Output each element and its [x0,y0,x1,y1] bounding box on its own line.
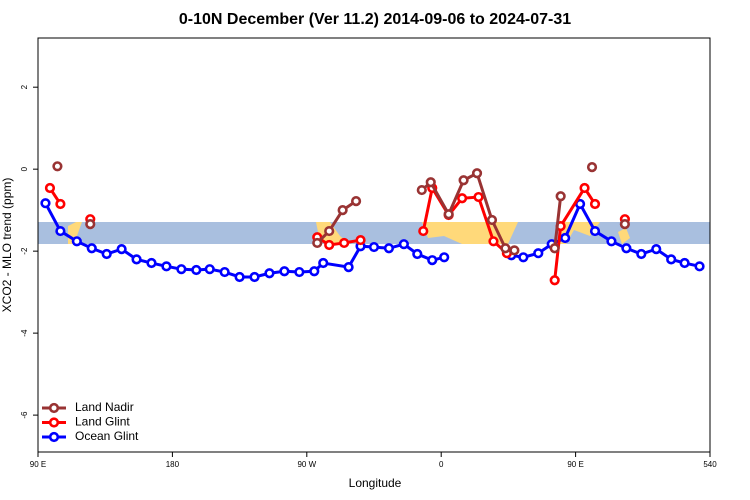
data-point [579,182,590,194]
data-point [666,254,677,265]
data-point [458,175,469,186]
data-point [427,255,438,266]
data-point [309,266,320,277]
data-point [44,182,56,194]
data-point [355,234,366,246]
data-point [343,262,354,273]
data-point [339,237,350,249]
data-point [398,239,409,250]
data-point [146,257,157,269]
data-point [219,266,230,278]
data-point [418,225,429,237]
data-point [488,236,499,247]
legend-label: Land Glint [75,415,130,429]
data-point [176,264,187,275]
data-point [651,243,662,255]
data-point [586,162,598,173]
legend-label: Ocean Glint [75,429,139,443]
x-tick-label: 90 E [567,460,583,469]
data-point [636,248,647,260]
data-point [234,271,245,283]
data-point [191,264,202,276]
data-point [249,271,260,283]
y-tick-label: -6 [20,411,29,419]
data-point [500,243,511,254]
data-point [368,241,380,253]
data-point [549,243,560,254]
data-point [518,252,529,263]
data-point [555,191,566,202]
data-point [324,239,335,251]
data-point [55,225,66,237]
data-point [679,257,690,269]
data-point [606,236,617,247]
data-point [443,209,454,220]
data-point [86,243,97,254]
legend-marker [48,431,60,443]
y-axis-label: XCO2 - MLO trend (ppm) [0,178,14,313]
data-point [131,254,142,265]
data-point [161,261,172,272]
data-point [85,218,96,230]
data-point [457,193,468,204]
legend-entry: Land Glint [42,415,130,429]
data-point [560,232,571,244]
legend-marker [48,402,60,414]
data-point [312,237,323,249]
y-tick-label: 2 [20,84,29,89]
data-point [318,257,329,269]
data-point [589,225,601,237]
data-point [694,261,705,272]
y-tick-label: 0 [20,166,29,171]
data-point [337,205,348,216]
data-point [40,198,51,209]
y-tick-label: -2 [20,247,29,255]
data-point [549,275,560,286]
chart-title: 0-10N December (Ver 11.2) 2014-09-06 to … [179,11,571,28]
data-point [509,245,520,256]
data-point [416,184,427,196]
data-point [264,268,275,279]
x-tick-label: 0 [439,460,444,469]
data-point [52,161,63,172]
data-point [486,214,498,226]
data-point [621,243,632,254]
legend-entry: Land Nadir [42,400,134,414]
land-shape [618,228,630,244]
data-point [439,252,450,263]
data-point [471,168,483,179]
data-point [383,243,395,254]
legend-label: Land Nadir [75,400,134,414]
data-point [55,198,66,210]
x-tick-label: 540 [703,460,717,469]
x-tick-label: 90 E [30,460,46,469]
legend-marker [48,417,60,428]
x-axis-label: Longitude [349,476,402,490]
data-point [71,236,82,247]
data-point [101,248,112,260]
data-point [412,248,423,260]
x-tick-label: 90 W [297,460,316,469]
data-point [324,225,335,237]
legend-entry: Ocean Glint [42,429,139,443]
data-point [533,248,544,259]
data-point [279,266,290,277]
ocean-band [38,222,710,244]
data-point [619,218,630,230]
data-point [555,221,566,232]
data-point [589,198,601,210]
plot-frame [37,37,711,453]
data-point [294,266,305,278]
data-point [425,177,436,188]
data-point [116,243,127,255]
data-point [350,196,362,207]
data-point [473,191,484,203]
y-tick-label: -4 [20,329,29,337]
data-point [204,264,215,275]
x-tick-label: 180 [166,460,180,469]
